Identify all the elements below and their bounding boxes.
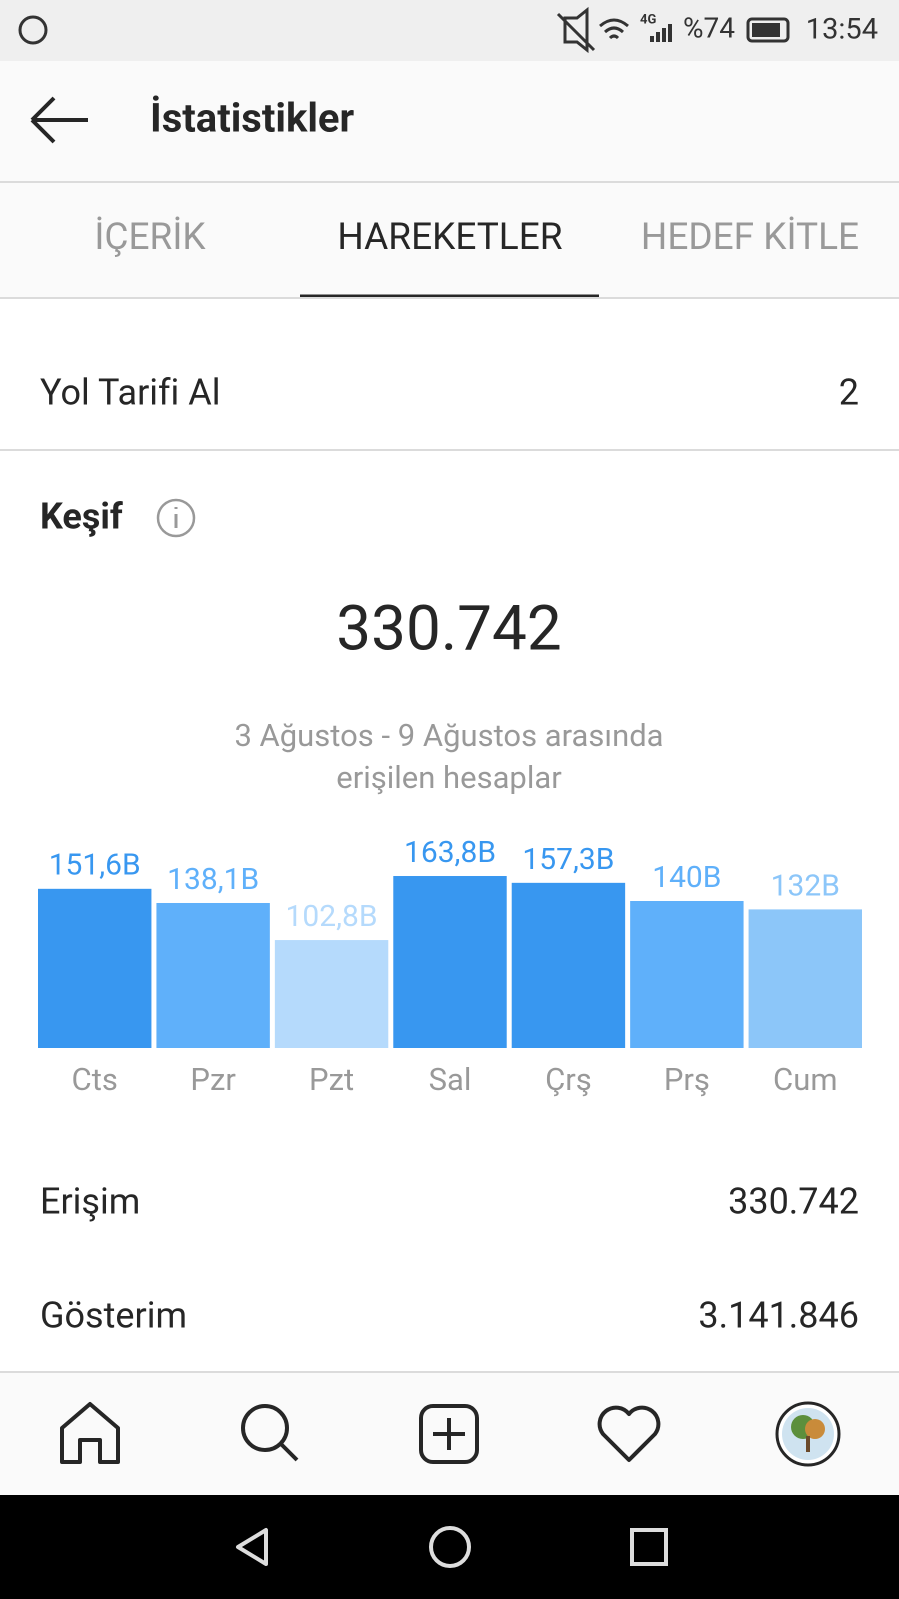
search-icon[interactable] — [241, 1404, 299, 1462]
bar — [393, 876, 507, 1048]
bar — [511, 882, 626, 1048]
x-tick-label: Sal — [429, 1061, 472, 1098]
profile-icon[interactable] — [775, 1401, 841, 1467]
bar — [38, 888, 152, 1048]
home-icon[interactable] — [60, 1402, 120, 1464]
bar — [156, 902, 270, 1048]
stat-label: Erişim — [40, 1181, 140, 1223]
row-label: Yol Tarifi Al — [40, 372, 220, 414]
value-label: 163,8B — [404, 835, 496, 870]
battery-level: %74 — [683, 11, 735, 44]
section-title: Keşif — [40, 496, 123, 538]
whatsapp-icon — [18, 15, 48, 45]
total-count: 330.742 — [336, 592, 561, 665]
info-icon[interactable] — [156, 498, 196, 538]
tab-bar — [0, 183, 899, 298]
stat-value: 330.742 — [728, 1181, 859, 1223]
system-nav — [0, 1495, 899, 1599]
bar-chart: 151,6B Cts 138,1B Pzr 102,8B Pzt 163,8B Sal 157,… — [38, 835, 862, 1098]
clock: 13:54 — [806, 13, 878, 47]
home-key[interactable] — [429, 1526, 471, 1568]
tab[interactable]: HEDEF KİTLE — [641, 216, 859, 259]
stat-value: 3.141.846 — [698, 1295, 859, 1337]
bar — [748, 909, 862, 1048]
bar — [630, 901, 744, 1048]
wifi-icon — [599, 18, 629, 40]
network-type: 4G — [640, 12, 656, 27]
value-label: 102,8B — [286, 899, 378, 934]
value-label: 157,3B — [522, 842, 614, 877]
row-value: 2 — [839, 372, 859, 414]
battery-icon — [746, 17, 790, 43]
mute-icon — [556, 6, 596, 54]
value-label: 138,1B — [167, 862, 259, 897]
tab[interactable]: İÇERİK — [94, 216, 206, 259]
x-tick-label: Pzr — [190, 1061, 236, 1098]
tab-active[interactable]: HAREKETLER — [337, 216, 562, 259]
battery-fill — [752, 23, 780, 37]
signal-icon — [650, 24, 672, 42]
new-post-icon[interactable] — [419, 1404, 479, 1464]
value-label: 151,6B — [49, 848, 141, 883]
x-tick-label: Pzt — [309, 1061, 354, 1098]
subtitle: erişilen hesaplar — [336, 759, 562, 796]
back-key[interactable] — [236, 1528, 268, 1566]
x-tick-label: Cts — [72, 1061, 118, 1098]
activity-icon[interactable] — [597, 1405, 661, 1462]
value-label: 132B — [771, 868, 840, 903]
stat-label: Gösterim — [40, 1295, 187, 1337]
header — [0, 61, 899, 182]
value-label: 140B — [652, 860, 721, 895]
page-title: İstatistikler — [150, 95, 355, 142]
recents-key[interactable] — [630, 1528, 668, 1566]
x-tick-label: Prş — [664, 1061, 710, 1098]
x-tick-label: Cum — [773, 1061, 837, 1098]
x-tick-label: Çrş — [545, 1061, 592, 1098]
bar — [274, 940, 389, 1048]
subtitle: 3 Ağustos - 9 Ağustos arasında — [234, 717, 663, 754]
back-button[interactable] — [30, 96, 88, 144]
